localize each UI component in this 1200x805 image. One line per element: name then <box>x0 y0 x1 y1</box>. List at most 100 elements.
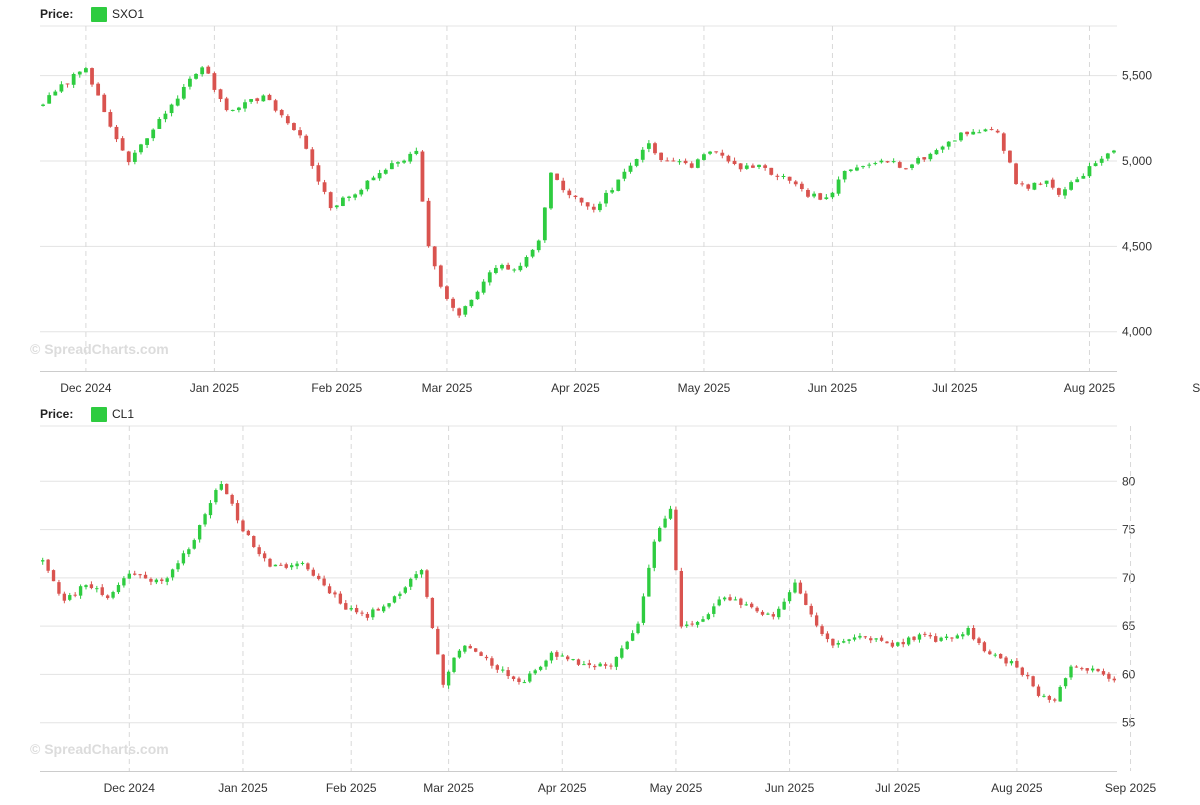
candle <box>685 621 689 628</box>
candle-body <box>285 116 290 124</box>
candle <box>573 195 578 200</box>
candle <box>365 180 370 192</box>
candle-body <box>628 165 633 172</box>
candle-body <box>255 98 260 101</box>
candle <box>690 620 694 627</box>
candle <box>1080 666 1084 671</box>
candle <box>322 575 326 587</box>
candle-body <box>392 596 397 603</box>
candle <box>1069 180 1074 191</box>
candle-body <box>359 189 364 195</box>
candle <box>1001 132 1006 154</box>
candle-body <box>304 135 309 149</box>
candle-body <box>419 570 424 575</box>
candle-body <box>858 635 862 638</box>
candle <box>809 603 813 618</box>
candle <box>84 584 88 590</box>
candle <box>1047 694 1052 703</box>
candle-body <box>842 641 846 643</box>
candle-body <box>787 176 792 181</box>
candle-body <box>68 595 72 600</box>
candle-body <box>517 678 521 682</box>
candle-body <box>593 665 597 668</box>
candle <box>138 573 142 579</box>
candle-body <box>203 514 207 525</box>
candle <box>53 89 58 96</box>
candle-body <box>236 107 241 111</box>
candle-body <box>598 663 602 667</box>
candle-body <box>701 619 705 622</box>
candle-body <box>579 197 584 203</box>
candle-body <box>771 614 776 617</box>
candle <box>77 71 82 78</box>
candle <box>910 163 914 171</box>
candle <box>132 149 137 165</box>
candle-body <box>139 144 143 153</box>
candle-body <box>1014 163 1018 185</box>
candle <box>473 648 478 653</box>
candle-body <box>861 166 865 168</box>
candle-body <box>365 180 370 190</box>
candle <box>585 202 590 210</box>
candle <box>267 93 272 101</box>
candle <box>517 676 521 685</box>
x-tick-label: Feb 2025 <box>311 381 362 395</box>
candle <box>511 675 516 682</box>
candle <box>622 168 627 182</box>
candle-body <box>1107 673 1111 679</box>
candle <box>614 656 619 671</box>
candle <box>538 665 543 672</box>
candle-body <box>658 527 662 542</box>
candle-body <box>782 601 786 610</box>
candle-body <box>143 574 148 579</box>
candle <box>175 95 180 107</box>
candle <box>285 114 290 125</box>
candle <box>1085 667 1089 674</box>
candle-body <box>1056 188 1061 195</box>
candle-body <box>354 608 359 613</box>
candle-body <box>157 118 162 129</box>
candle-body <box>533 670 537 674</box>
candle <box>518 262 523 272</box>
candle-body <box>1015 660 1019 668</box>
candle-body <box>241 520 245 532</box>
candle <box>995 128 1000 134</box>
candle-body <box>728 597 732 601</box>
candle <box>818 192 823 201</box>
candle-body <box>295 563 299 567</box>
candle <box>965 131 969 137</box>
candle <box>420 150 425 202</box>
chart-panel-cl1: Price: CL1 55 60 65 70 75 80 Dec 2024 Jan 2025 Feb… <box>30 407 1157 795</box>
candle-body <box>425 570 429 597</box>
candle-body <box>522 682 527 684</box>
x-tick-label: Dec 2024 <box>104 781 156 795</box>
candle <box>273 564 278 567</box>
candle-body <box>863 636 868 638</box>
candle <box>249 98 254 104</box>
candle-body <box>836 643 840 645</box>
candle <box>284 562 288 570</box>
candle <box>944 633 949 641</box>
candle-body <box>689 163 694 168</box>
candle <box>1032 182 1037 191</box>
candle-body <box>484 656 489 659</box>
candle-body <box>906 637 911 645</box>
candle <box>587 659 592 669</box>
candle-body <box>371 177 376 181</box>
candle-body <box>389 163 394 170</box>
candle <box>212 71 217 93</box>
candle-body <box>334 205 339 208</box>
candle-body <box>1031 676 1035 687</box>
candle <box>906 636 911 647</box>
candle <box>451 297 455 312</box>
candle-body <box>53 91 58 96</box>
candle <box>506 667 510 679</box>
candle <box>842 170 847 183</box>
candle-body <box>349 608 353 610</box>
candle <box>579 197 584 206</box>
candle-body <box>1047 695 1052 700</box>
candle-body <box>289 565 294 568</box>
candle-body <box>475 291 480 300</box>
candle-body <box>47 95 52 104</box>
candle <box>609 663 613 670</box>
